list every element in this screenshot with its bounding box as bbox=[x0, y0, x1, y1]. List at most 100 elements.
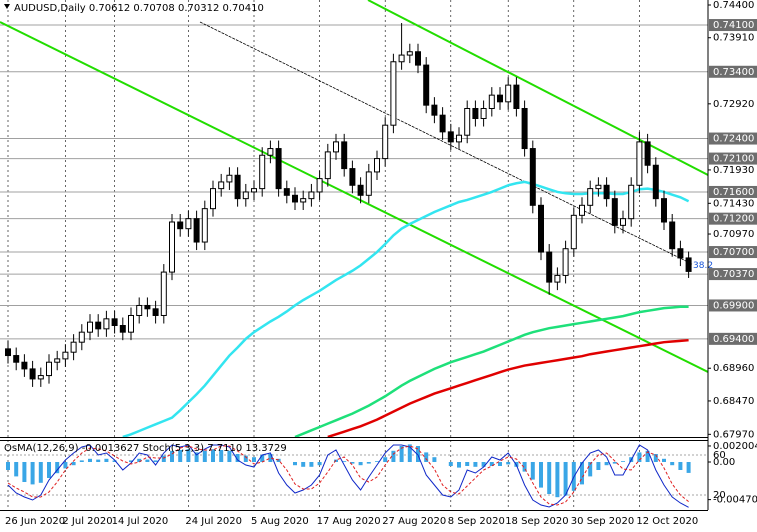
candle-body bbox=[595, 184, 602, 190]
candle-body bbox=[488, 94, 495, 109]
level-label: 0.71200 bbox=[713, 214, 754, 225]
candle-body bbox=[587, 188, 594, 206]
osma-bar bbox=[55, 462, 60, 474]
osma-bar bbox=[317, 462, 322, 466]
osma-bar bbox=[506, 462, 511, 465]
osma-bar bbox=[22, 462, 27, 482]
level-label-bg bbox=[709, 212, 757, 225]
candle-body bbox=[357, 184, 364, 196]
osma-bar bbox=[104, 458, 109, 462]
trend-line bbox=[367, 0, 708, 176]
osma-bar bbox=[686, 462, 691, 473]
candle-body bbox=[415, 51, 421, 66]
candle-body bbox=[603, 184, 610, 200]
osma-bar bbox=[293, 462, 297, 466]
candle-body bbox=[570, 214, 577, 250]
osma-bar bbox=[194, 452, 199, 462]
osma-bar bbox=[6, 462, 10, 470]
x-tick-label: 12 Oct 2020 bbox=[636, 516, 698, 527]
candle-body bbox=[341, 141, 348, 170]
osma-bar bbox=[137, 458, 142, 462]
osma-bar bbox=[227, 450, 232, 462]
candle-body bbox=[382, 124, 389, 160]
candle-body bbox=[316, 178, 323, 193]
osma-bar bbox=[96, 459, 101, 462]
candle-body bbox=[333, 141, 339, 153]
candle-body bbox=[390, 61, 397, 126]
osma-bar bbox=[358, 462, 363, 466]
candle-body bbox=[13, 355, 20, 363]
osma-bar bbox=[161, 455, 166, 462]
osma-bar bbox=[424, 452, 429, 462]
candle-body bbox=[119, 324, 126, 333]
candle-body bbox=[538, 204, 544, 253]
candle-body bbox=[644, 141, 651, 166]
candle-body bbox=[456, 134, 462, 143]
candle-body bbox=[95, 321, 102, 330]
osma-bar bbox=[604, 462, 609, 466]
candle-body bbox=[464, 107, 471, 136]
moving-average bbox=[294, 305, 689, 437]
osma-bar bbox=[301, 462, 306, 467]
indicator-title: OsMA(12,26,9) -0.0013627 Stoch(5,3,3) 7.… bbox=[4, 443, 287, 454]
osma-bar bbox=[260, 454, 265, 462]
annotation: 38.2 bbox=[693, 261, 713, 271]
candle-body bbox=[234, 174, 241, 200]
candle-body bbox=[661, 198, 667, 223]
osma-bar bbox=[530, 462, 535, 480]
osma-bar bbox=[153, 460, 158, 462]
osma-bar bbox=[252, 457, 256, 462]
candle-body bbox=[111, 318, 118, 326]
osma-bar bbox=[145, 459, 150, 462]
candle-body bbox=[70, 341, 77, 353]
osma-bar bbox=[432, 457, 437, 462]
osma-bar bbox=[383, 457, 388, 462]
y-tick-label: 0.002004 bbox=[713, 441, 757, 452]
osma-bar bbox=[366, 462, 371, 464]
stochastic-line bbox=[7, 445, 689, 506]
candle-body bbox=[423, 64, 430, 106]
osma-bar bbox=[79, 460, 84, 462]
osma-bar bbox=[235, 454, 240, 462]
osma-bar bbox=[14, 462, 19, 477]
stochastic-line bbox=[7, 444, 689, 508]
y2-tick-label: 20 bbox=[713, 490, 726, 501]
x-tick-label: 8 Sep 2020 bbox=[448, 516, 505, 527]
osma-bar bbox=[670, 462, 675, 466]
x-tick-label: 2 Jul 2020 bbox=[62, 516, 112, 527]
osma-bar bbox=[448, 462, 453, 466]
osma-bar bbox=[375, 461, 379, 462]
candle-body bbox=[431, 104, 438, 116]
y-tick-label: 0.74400 bbox=[713, 0, 754, 11]
level-label: 0.70370 bbox=[713, 269, 754, 280]
candle-body bbox=[251, 188, 257, 193]
candle-body bbox=[529, 148, 536, 206]
osma-bar bbox=[416, 446, 420, 462]
y-tick-label: -0.004702 bbox=[713, 495, 757, 506]
osma-bar bbox=[580, 462, 584, 485]
moving-average bbox=[327, 338, 689, 437]
x-tick-label: 27 Aug 2020 bbox=[382, 516, 446, 527]
candle-body bbox=[128, 314, 134, 333]
osma-bar bbox=[391, 450, 396, 462]
menu-arrow[interactable] bbox=[4, 4, 10, 9]
candle-body bbox=[275, 148, 282, 190]
candle-body bbox=[185, 218, 192, 230]
osma-bar bbox=[71, 462, 76, 466]
level-label-bg bbox=[709, 268, 757, 281]
x-tick-label: 24 Jul 2020 bbox=[185, 516, 242, 527]
candle-body bbox=[628, 184, 635, 220]
candle-body bbox=[5, 348, 11, 357]
x-tick-label: 17 Aug 2020 bbox=[317, 516, 381, 527]
indicator-plot bbox=[0, 440, 708, 510]
candle-body bbox=[365, 171, 372, 196]
y-tick-label: 0.00 bbox=[713, 457, 735, 468]
level-label-bg bbox=[709, 19, 757, 32]
osma-bar bbox=[38, 462, 43, 483]
osma-bar bbox=[522, 462, 527, 472]
candle-body bbox=[472, 107, 479, 120]
y-tick-label: 0.71930 bbox=[713, 165, 754, 176]
candle-body bbox=[562, 248, 569, 276]
